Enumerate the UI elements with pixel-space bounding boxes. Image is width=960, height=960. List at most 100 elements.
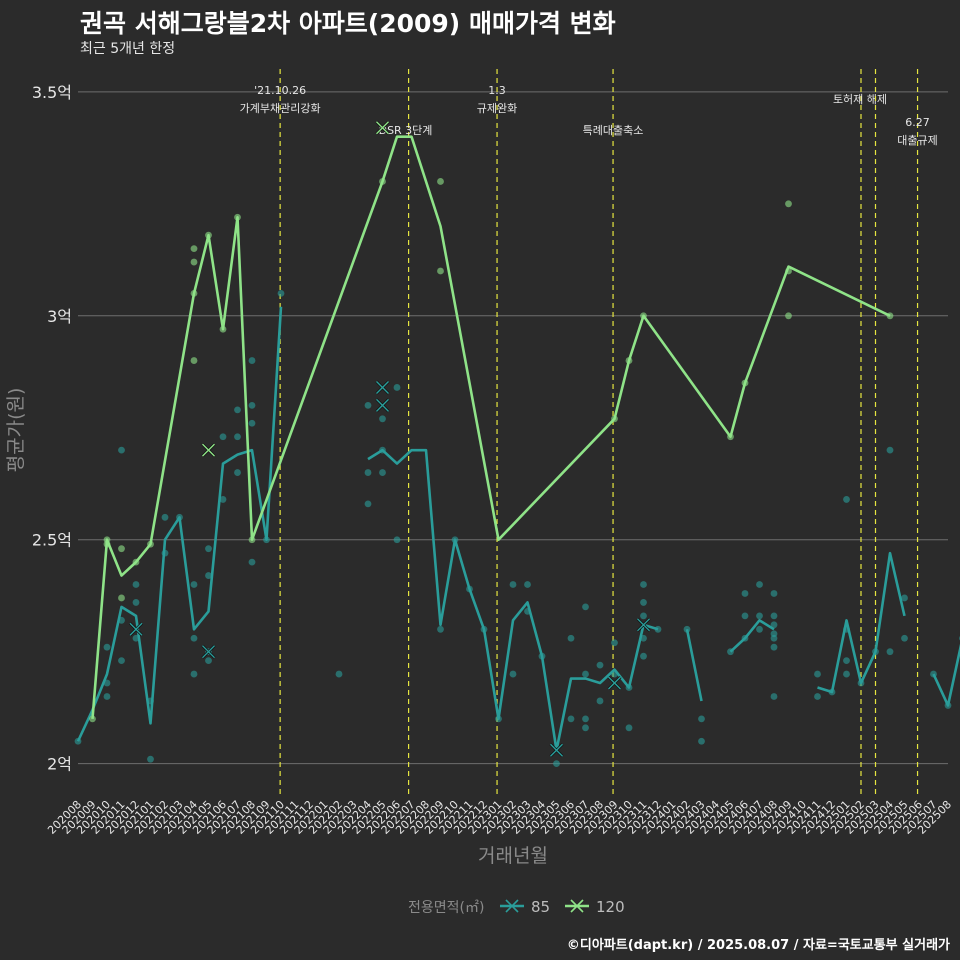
data-point xyxy=(553,760,560,768)
series-line xyxy=(729,619,775,653)
data-point xyxy=(770,590,778,597)
x-marker xyxy=(201,644,216,659)
data-point xyxy=(596,697,604,705)
series-line xyxy=(817,551,906,694)
legend-layer: 전용면적(㎡) 85 120 xyxy=(408,898,625,916)
data-point xyxy=(132,599,140,606)
axis-layer: 2억2.5억3억3.5억2020082020092020102020112020… xyxy=(5,83,954,867)
event-label: 대출규제 xyxy=(897,134,937,147)
event-label: 규제완화 xyxy=(477,102,517,115)
y-axis-title: 평균가(원) xyxy=(5,388,27,473)
grid-layer xyxy=(78,91,948,765)
x-marker-stroke xyxy=(376,121,389,135)
data-point xyxy=(698,737,705,745)
series-line xyxy=(367,448,659,752)
chart-title: 권곡 서해그랑블2차 아파트(2009) 매매가격 변화 xyxy=(80,9,616,38)
x-marker-stroke xyxy=(608,676,621,690)
data-point xyxy=(234,469,241,476)
x-marker xyxy=(375,120,390,135)
y-tick-label: 2억 xyxy=(47,755,72,774)
data-point xyxy=(248,558,256,566)
data-point xyxy=(901,634,908,642)
data-point xyxy=(234,406,241,414)
data-point xyxy=(437,267,444,275)
x-marker xyxy=(375,380,390,395)
data-point xyxy=(596,661,604,669)
data-point xyxy=(582,603,589,611)
x-marker-stroke xyxy=(376,398,389,412)
data-point xyxy=(190,670,198,678)
event-label: 특례대출축소 xyxy=(583,124,644,137)
data-point xyxy=(770,630,778,638)
x-marker-stroke xyxy=(376,380,389,394)
data-point xyxy=(756,581,763,588)
data-point xyxy=(205,572,212,579)
source-caption: ©디아파트(dapt.kr) / 2025.08.07 / 자료=국토교통부 실… xyxy=(566,938,950,953)
data-point xyxy=(843,657,850,665)
series-line xyxy=(91,135,891,719)
data-point xyxy=(118,657,125,665)
data-point xyxy=(190,581,198,588)
series-line xyxy=(685,629,703,702)
data-point xyxy=(567,715,575,723)
event-label: 가계부채관리강화 xyxy=(240,102,321,115)
data-point xyxy=(335,670,343,678)
data-point xyxy=(118,594,125,602)
x-marker-stroke xyxy=(637,618,650,632)
data-point xyxy=(886,648,894,656)
data-point xyxy=(248,357,256,364)
data-point xyxy=(219,433,227,441)
data-point xyxy=(524,581,531,588)
data-point xyxy=(770,643,778,651)
y-tick-label: 3억 xyxy=(47,307,72,326)
event-label: '21.10.26 xyxy=(254,84,306,97)
data-point xyxy=(625,724,633,732)
data-point xyxy=(147,755,154,763)
data-point xyxy=(219,496,227,503)
data-point xyxy=(205,657,212,665)
data-point xyxy=(901,594,908,602)
data-point xyxy=(437,178,444,185)
legend-title: 전용면적(㎡) xyxy=(408,900,484,916)
data-point xyxy=(190,258,198,266)
data-point xyxy=(683,625,691,633)
data-point xyxy=(161,513,169,521)
data-point xyxy=(640,599,647,606)
x-marker-stroke xyxy=(550,743,563,757)
data-point xyxy=(509,581,517,588)
data-point xyxy=(379,415,386,423)
event-label: 1.3 xyxy=(488,84,506,97)
data-point xyxy=(640,581,647,588)
data-point xyxy=(770,621,778,629)
x-marker xyxy=(607,676,622,691)
data-point xyxy=(103,643,111,651)
data-point xyxy=(118,446,125,454)
data-point xyxy=(640,652,647,660)
data-point xyxy=(582,715,589,723)
event-label: DSR 3단계 xyxy=(379,124,433,137)
data-point xyxy=(741,590,749,597)
data-point xyxy=(756,625,763,633)
y-tick-label: 3.5억 xyxy=(32,83,72,102)
event-label: 토허제 해제 xyxy=(833,92,887,106)
x-marker-stroke xyxy=(202,645,215,659)
series-line xyxy=(932,643,960,707)
data-point xyxy=(886,446,894,454)
data-point xyxy=(393,384,401,391)
data-point xyxy=(364,401,372,409)
legend-item-85: 85 xyxy=(500,898,550,916)
data-point xyxy=(567,634,575,642)
data-point xyxy=(611,639,618,647)
legend-marker xyxy=(570,899,584,913)
legend-label: 120 xyxy=(596,898,625,916)
data-point xyxy=(277,290,285,297)
data-point xyxy=(234,433,241,441)
x-marker-stroke xyxy=(202,443,215,457)
data-point xyxy=(118,545,125,553)
data-point xyxy=(770,693,778,700)
data-point xyxy=(582,670,589,678)
event-label: 6.27 xyxy=(905,116,930,129)
data-point xyxy=(785,200,792,208)
